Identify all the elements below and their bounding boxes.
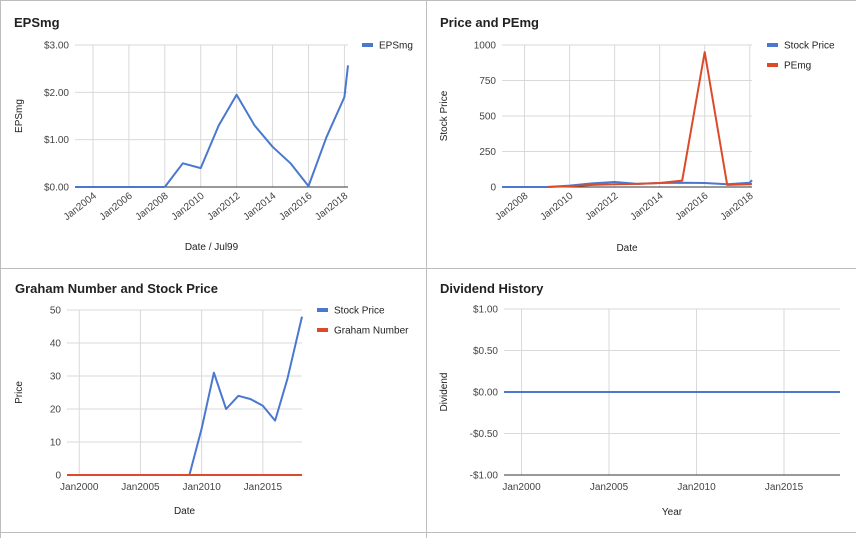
x-tick-label: Jan2000 — [60, 482, 99, 493]
x-tick-label: Jan2015 — [244, 482, 283, 493]
legend-label: PEmg — [784, 61, 811, 72]
y-tick-label: $1.00 — [473, 305, 498, 316]
x-tick-label: Jan2016 — [277, 190, 314, 223]
y-tick-label: $0.00 — [44, 183, 69, 194]
x-tick-label: Jan2000 — [502, 482, 541, 493]
x-tick-label: Jan2012 — [205, 190, 242, 223]
legend-label: Stock Price — [334, 306, 385, 317]
x-axis-title: Date / Jul99 — [185, 242, 239, 253]
x-tick-label: Jan2014 — [628, 190, 665, 223]
x-tick-label: Jan2018 — [313, 190, 350, 223]
y-tick-label: $3.00 — [44, 41, 69, 52]
legend-swatch — [317, 328, 328, 332]
y-axis-title: EPSmg — [14, 99, 25, 133]
y-axis-title: Dividend — [439, 373, 450, 412]
y-tick-label: 500 — [479, 112, 496, 123]
x-tick-label: Jan2006 — [98, 190, 135, 223]
x-tick-label: Jan2014 — [241, 190, 278, 223]
x-tick-label: Jan2010 — [677, 482, 716, 493]
graham-chart: Graham Number and Stock Price 0 10 20 30 40 50… — [14, 281, 409, 517]
y-axis-title: Stock Price — [439, 90, 450, 141]
series-line-stock-price — [67, 316, 303, 476]
x-axis-title: Date — [616, 243, 638, 254]
price-pe-chart-panel: Price and PEmg 0 250 500 750 1000 Jan2008 Jan20… — [427, 0, 856, 268]
x-tick-label: Jan2012 — [583, 190, 620, 223]
chart-title: EPSmg — [14, 15, 60, 30]
x-tick-label: Jan2008 — [134, 190, 171, 223]
x-tick-label: Jan2005 — [121, 482, 160, 493]
x-tick-label: Jan2016 — [674, 190, 711, 223]
x-tick-label: Jan2010 — [170, 190, 207, 223]
y-tick-label: 10 — [50, 438, 62, 449]
x-tick-label: Jan2010 — [182, 482, 221, 493]
eps-chart: EPSmg$0.00$1.00$2.00$3.00Jan2004Jan2006J… — [14, 15, 413, 253]
legend-swatch — [317, 308, 328, 312]
y-tick-label: 750 — [479, 76, 496, 87]
y-tick-label: 250 — [479, 147, 496, 158]
y-tick-label: 0 — [55, 471, 61, 482]
x-tick-label: Jan2008 — [493, 190, 530, 223]
y-tick-label: $2.00 — [44, 88, 69, 99]
y-axis-title: Price — [14, 381, 25, 404]
y-tick-label: 0 — [490, 183, 496, 194]
x-tick-label: Jan2010 — [538, 190, 575, 223]
series-line-epsmg — [75, 65, 349, 188]
y-tick-label: 20 — [50, 405, 62, 416]
y-tick-label: 50 — [50, 306, 62, 317]
chart-title: Price and PEmg — [440, 15, 539, 30]
chart-title: Dividend History — [440, 281, 544, 296]
legend-label: EPSmg — [379, 41, 413, 52]
chart-title: Graham Number and Stock Price — [15, 281, 218, 296]
dividend-chart: Dividend History -$1.00 -$0.50 $0.00 $0.50 $1… — [439, 281, 840, 518]
y-tick-label: -$1.00 — [470, 471, 499, 482]
y-tick-label: 40 — [50, 339, 62, 350]
x-axis-title: Year — [662, 507, 683, 518]
legend-label: Stock Price — [784, 41, 835, 52]
x-tick-label: Jan2015 — [765, 482, 804, 493]
legend-label: Graham Number — [334, 326, 409, 337]
legend-swatch — [362, 43, 373, 47]
x-tick-label: Jan2004 — [62, 190, 99, 223]
dividend-chart-panel: Dividend History -$1.00 -$0.50 $0.00 $0.50 $1… — [427, 269, 856, 538]
y-tick-label: $1.00 — [44, 135, 69, 146]
y-tick-label: $0.00 — [473, 388, 498, 399]
y-tick-label: -$0.50 — [470, 429, 499, 440]
y-tick-label: 1000 — [474, 41, 497, 52]
series-line-pemg — [546, 51, 753, 188]
eps-chart-panel: EPSmg $0.00 $1.00 $2.00 $3.00 Jan2004 Jan2006 J… — [0, 0, 426, 268]
legend-swatch — [767, 43, 778, 47]
graham-chart-panel: Graham Number and Stock Price 0 10 20 30 40 50… — [0, 269, 426, 538]
x-tick-label: Jan2018 — [719, 190, 756, 223]
y-tick-label: 30 — [50, 372, 62, 383]
y-tick-label: $0.50 — [473, 346, 498, 357]
x-tick-label: Jan2005 — [590, 482, 629, 493]
x-axis-title: Date — [174, 506, 196, 517]
legend-swatch — [767, 63, 778, 67]
